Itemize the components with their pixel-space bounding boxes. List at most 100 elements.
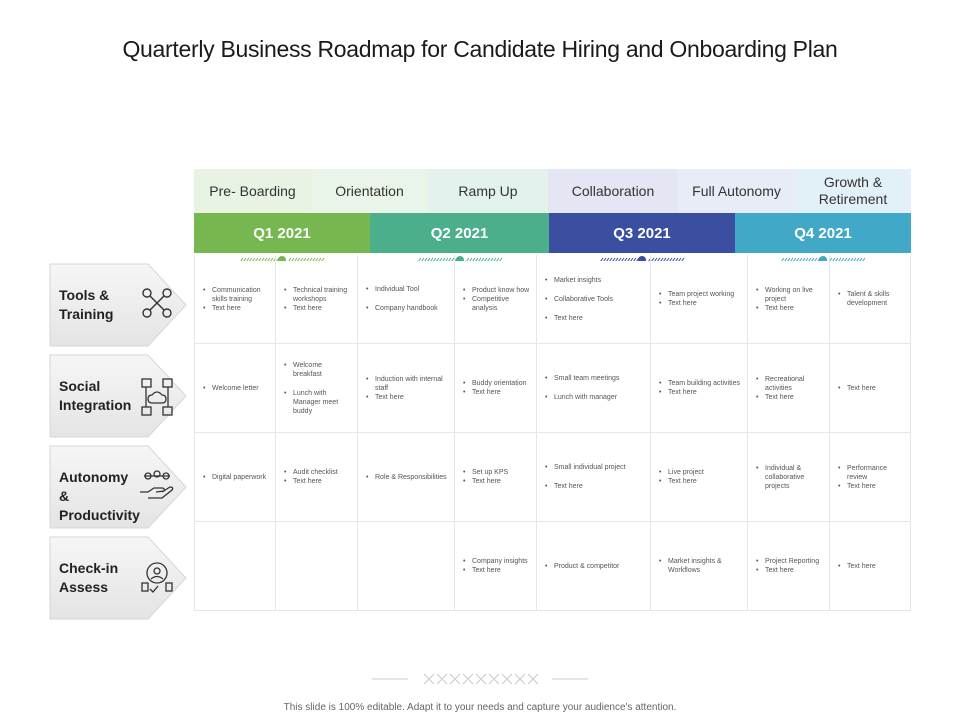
stage-2: Orientation	[311, 169, 428, 213]
bullet-list: Text here	[836, 562, 876, 571]
roadmap-cell: Live projectText here	[651, 433, 748, 522]
bullet-item: Text here	[461, 566, 528, 575]
bullet-list: Team project workingText here	[657, 290, 734, 308]
roadmap-cell: Team building activitiesText here	[651, 344, 748, 433]
bullet-item: Text here	[836, 562, 876, 571]
bullet-list: Company insightsText here	[461, 557, 528, 575]
row-label-2: Social Integration	[48, 353, 188, 439]
bullet-item: Project Reporting	[754, 557, 819, 566]
bullet-item: Set up KPS	[461, 468, 508, 477]
stage-4: Collaboration	[548, 169, 678, 213]
stage-5: Full Autonomy	[678, 169, 795, 213]
bullet-list: Live projectText here	[657, 468, 704, 486]
bullet-item: Text here	[282, 304, 351, 313]
bullet-item: Text here	[754, 393, 823, 402]
row-label-text: Social Integration	[59, 378, 132, 413]
bullet-item: Buddy orientation	[461, 379, 526, 388]
bullet-item: Individual & collaborative projects	[754, 464, 823, 491]
roadmap-cell: Market insights Collaborative Tools Text h…	[537, 255, 651, 344]
bullet-list: Individual Tool Company handbook	[364, 285, 438, 313]
bullet-list: Market insights & Workflows	[657, 557, 741, 575]
network-icon	[140, 377, 174, 422]
bullet-list: Communication skills trainingText here	[201, 286, 269, 313]
bullet-list: Induction with internal staffText here	[364, 375, 448, 402]
bullet-item: Text here	[461, 388, 526, 397]
bullet-list: Performance reviewText here	[836, 464, 904, 491]
quarter-marker-3	[600, 256, 685, 261]
tools-icon	[140, 286, 174, 325]
roadmap-cell: Communication skills trainingText here	[194, 255, 276, 344]
bullet-item: Lunch with Manager meet buddy	[282, 389, 351, 416]
bullet-item: Individual Tool	[364, 285, 438, 294]
bullet-item: Recreational activities	[754, 375, 823, 393]
roadmap-cell: Technical training workshopsText here	[276, 255, 358, 344]
hand-gears-icon	[138, 468, 174, 507]
bullet-item: Welcome breakfast	[282, 361, 351, 379]
bullet-item: Text here	[201, 304, 269, 313]
bullet-item: Communication skills training	[201, 286, 269, 304]
bullet-list: Role & Responsibilities	[364, 473, 447, 482]
roadmap-cell: Product know howCompetitive analysis	[455, 255, 537, 344]
bullet-list: Individual & collaborative projects	[754, 464, 823, 491]
bullet-list: Working on live projectText here	[754, 286, 823, 313]
bullet-item: Market insights	[543, 276, 613, 285]
bullet-item: Text here	[461, 477, 508, 486]
bullet-list: Small team meetings Lunch with manager	[543, 374, 619, 402]
bullet-list: Project ReportingText here	[754, 557, 819, 575]
bullet-item: Working on live project	[754, 286, 823, 304]
bullet-item: Small individual project	[543, 463, 626, 472]
roadmap-cell: Text here	[830, 344, 911, 433]
bullet-list: Buddy orientationText here	[461, 379, 526, 397]
bullet-item: Live project	[657, 468, 704, 477]
bullet-item: Welcome letter	[201, 384, 259, 393]
bullet-item: Performance review	[836, 464, 904, 482]
row-label-4: Check-in Assess	[48, 535, 188, 621]
roadmap-cell: Welcome letter	[194, 344, 276, 433]
bullet-item: Product & competitor	[543, 562, 619, 571]
roadmap-cell: Talent & skills development	[830, 255, 911, 344]
bullet-item: Text here	[657, 477, 704, 486]
bullet-item: Lunch with manager	[543, 393, 619, 402]
roadmap-cell	[194, 522, 276, 611]
chevron-arrow-shape	[49, 263, 187, 347]
decorative-divider	[372, 673, 588, 685]
roadmap-cell: Individual & collaborative projects	[748, 433, 830, 522]
bullet-list: Team building activitiesText here	[657, 379, 740, 397]
bullet-list: Welcome letter	[201, 384, 259, 393]
page-title: Quarterly Business Roadmap for Candidate…	[122, 36, 838, 62]
bullet-list: Talent & skills development	[836, 290, 904, 308]
stage-3: Ramp Up	[428, 169, 548, 213]
bullet-item: Induction with internal staff	[364, 375, 448, 393]
roadmap-cell: Small team meetings Lunch with manager	[537, 344, 651, 433]
bullet-list: Technical training workshopsText here	[282, 286, 351, 313]
row-label-1: Tools & Training	[48, 262, 188, 348]
roadmap-cell: Working on live projectText here	[748, 255, 830, 344]
roadmap-cell	[276, 522, 358, 611]
bullet-list: Product & competitor	[543, 562, 619, 571]
roadmap-cell: Set up KPSText here	[455, 433, 537, 522]
quarter-marker-1	[240, 256, 325, 261]
quarter-marker-4	[781, 256, 866, 261]
roadmap-cell: Team project workingText here	[651, 255, 748, 344]
quarter-bar-4: Q4 2021	[735, 213, 911, 253]
roadmap-cell: Product & competitor	[537, 522, 651, 611]
bullet-list: Recreational activitiesText here	[754, 375, 823, 402]
bullet-item: Text here	[543, 482, 626, 491]
roadmap-cell: Welcome breakfast Lunch with Manager meet…	[276, 344, 358, 433]
roadmap-cell: Buddy orientationText here	[455, 344, 537, 433]
bullet-item: Collaborative Tools	[543, 295, 613, 304]
bullet-item: Text here	[754, 566, 819, 575]
footer-note: This slide is 100% editable. Adapt it to…	[283, 702, 677, 713]
assessment-icon	[140, 559, 174, 600]
bullet-item: Digital paperwork	[201, 473, 266, 482]
bullet-item: Small team meetings	[543, 374, 619, 383]
bullet-item: Company handbook	[364, 304, 438, 313]
roadmap-cell: Role & Responsibilities	[358, 433, 455, 522]
roadmap-cell: Company insightsText here	[455, 522, 537, 611]
bullet-item: Role & Responsibilities	[364, 473, 447, 482]
bullet-item: Team building activities	[657, 379, 740, 388]
bullet-item: Product know how	[461, 286, 530, 295]
row-label-text: Autonomy & Productivity	[59, 469, 140, 523]
bullet-item: Text here	[657, 388, 740, 397]
bullet-item: Team project working	[657, 290, 734, 299]
